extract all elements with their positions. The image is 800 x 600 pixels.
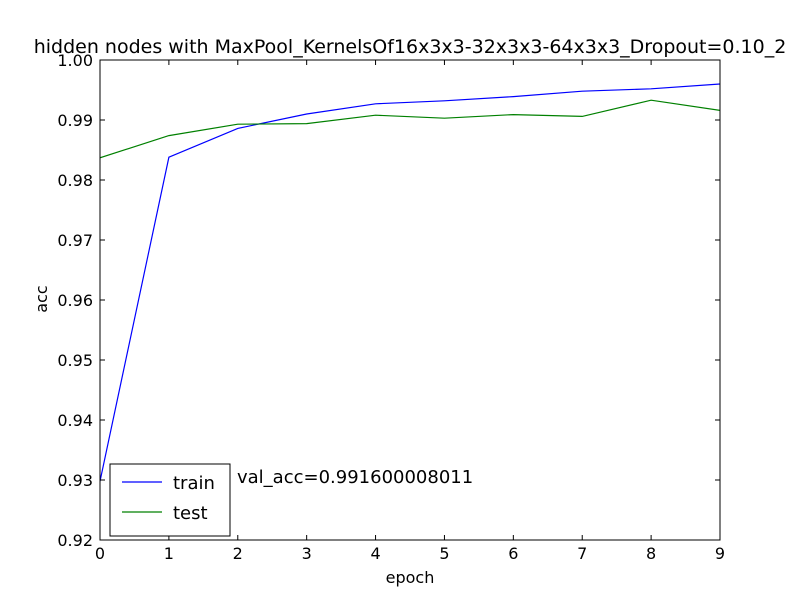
series-line-test: [100, 99, 720, 159]
x-tick-label: 2: [233, 544, 243, 563]
chart-title: hidden nodes with MaxPool_KernelsOf16x3x…: [34, 36, 787, 58]
y-tick-label: 1.00: [57, 51, 93, 70]
legend: train test: [109, 463, 231, 537]
y-tick-label: 0.96: [57, 291, 93, 310]
y-tick-label: 0.99: [57, 111, 93, 130]
x-tick-label: 1: [164, 544, 174, 563]
x-tick-label: 6: [508, 544, 518, 563]
y-tick-label: 0.92: [57, 531, 93, 550]
series-layer: [100, 83, 720, 482]
x-tick-label: 4: [370, 544, 380, 563]
legend-label-test: test: [173, 503, 208, 524]
x-tick-label: 0: [95, 544, 105, 563]
y-axis-label: acc: [32, 285, 51, 312]
series-line-train: [100, 83, 720, 482]
val-acc-annotation: val_acc=0.991600008011: [237, 467, 473, 488]
x-axis-label: epoch: [386, 568, 435, 587]
x-tick-label: 5: [439, 544, 449, 563]
y-tick-label: 0.95: [57, 351, 93, 370]
y-tick-label: 0.97: [57, 231, 93, 250]
ticks-layer: 0 1 2 3 4 5 6 7 8 9 0.92 0.93 0.94 0.95 0.96 0.97 0.98 0.…: [57, 51, 725, 563]
y-tick-label: 0.94: [57, 411, 93, 430]
x-tick-label: 3: [302, 544, 312, 563]
legend-label-train: train: [173, 473, 215, 494]
x-tick-label: 9: [715, 544, 725, 563]
x-tick-label: 7: [577, 544, 587, 563]
x-tick-label: 8: [646, 544, 656, 563]
y-tick-label: 0.93: [57, 471, 93, 490]
legend-box: [109, 463, 231, 537]
y-tick-label: 0.98: [57, 171, 93, 190]
